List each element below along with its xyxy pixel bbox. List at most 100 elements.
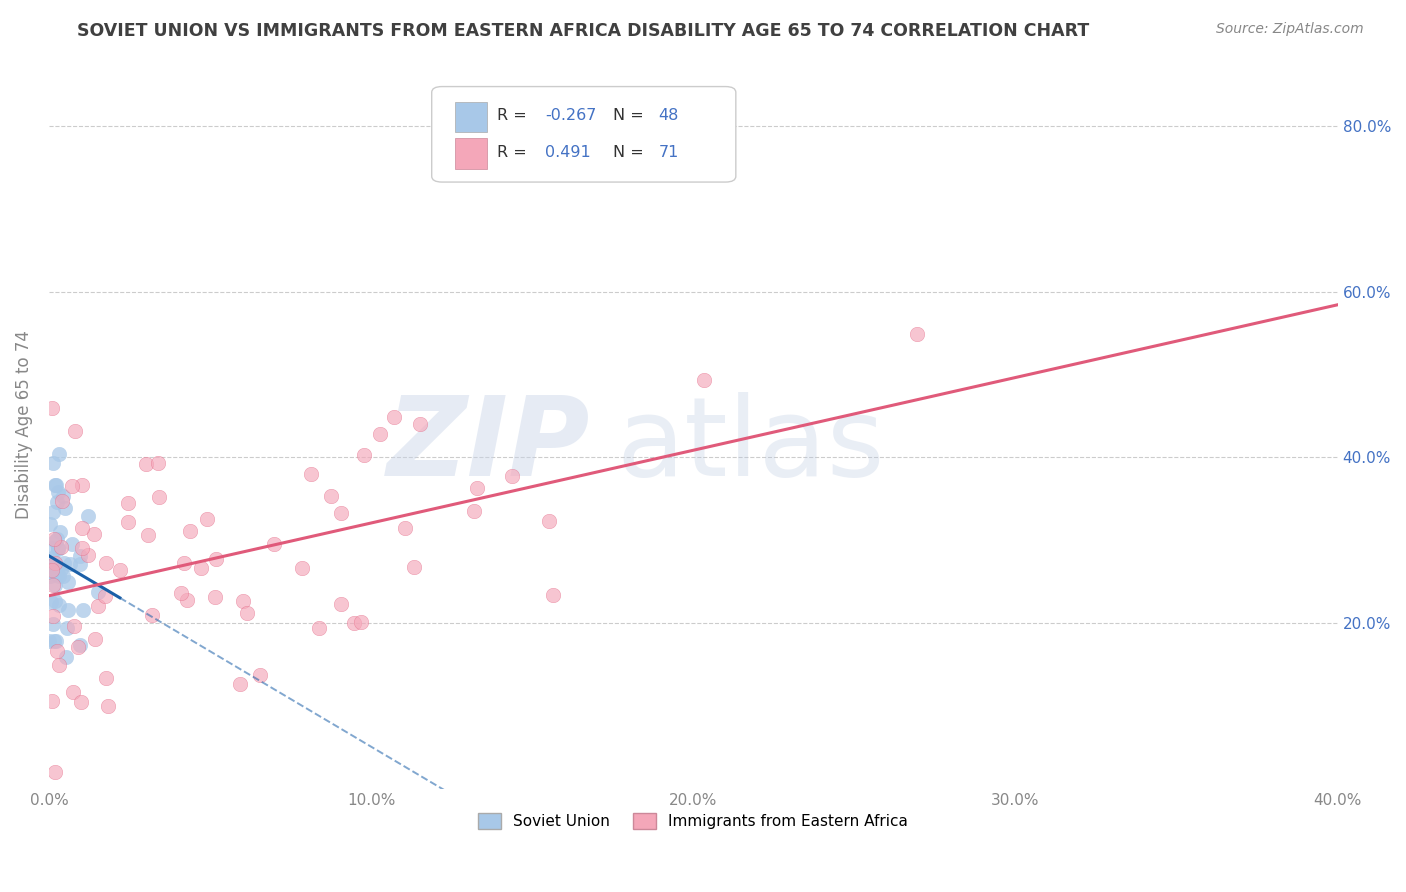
- Point: [228, 677, 250, 691]
- Point: [70, 541, 93, 555]
- Point: [249, 668, 271, 682]
- Point: [87, 585, 110, 599]
- Point: [136, 528, 159, 542]
- Point: [236, 607, 259, 621]
- Point: [48, 447, 70, 461]
- Point: [69, 557, 91, 571]
- Point: [49, 524, 72, 539]
- Point: [70, 521, 93, 535]
- Point: [39, 569, 62, 583]
- Text: 71: 71: [658, 145, 679, 160]
- Point: [170, 586, 193, 600]
- Point: [59, 557, 82, 571]
- Point: [45, 495, 67, 509]
- Point: [70, 695, 93, 709]
- Point: [394, 521, 416, 535]
- Text: N =: N =: [613, 145, 650, 160]
- Point: [44, 594, 66, 608]
- Point: [330, 597, 353, 611]
- Point: [70, 478, 93, 492]
- Point: [330, 506, 353, 520]
- Point: [52, 489, 75, 503]
- Point: [41, 401, 63, 415]
- Text: 48: 48: [658, 108, 679, 123]
- Point: [94, 589, 117, 603]
- Text: N =: N =: [613, 108, 650, 123]
- Point: [117, 496, 139, 510]
- Point: [148, 490, 170, 504]
- Legend: Soviet Union, Immigrants from Eastern Africa: Soviet Union, Immigrants from Eastern Af…: [472, 807, 914, 836]
- Point: [541, 588, 564, 602]
- Point: [368, 426, 391, 441]
- Text: atlas: atlas: [616, 392, 884, 500]
- Point: [49, 562, 72, 576]
- Point: [62, 685, 84, 699]
- Point: [60, 479, 83, 493]
- Text: 0.491: 0.491: [546, 145, 591, 160]
- Point: [41, 566, 63, 580]
- Point: [409, 417, 432, 432]
- Point: [45, 566, 67, 581]
- Point: [42, 609, 65, 624]
- Point: [69, 638, 91, 652]
- Point: [39, 595, 62, 609]
- Text: -0.267: -0.267: [546, 108, 596, 123]
- Point: [173, 556, 195, 570]
- Text: ZIP: ZIP: [387, 392, 591, 500]
- Point: [38, 634, 60, 648]
- Point: [69, 549, 91, 563]
- Point: [135, 457, 157, 471]
- Point: [46, 566, 69, 581]
- Point: [72, 603, 94, 617]
- Point: [110, 563, 132, 577]
- Point: [44, 532, 66, 546]
- Point: [96, 698, 118, 713]
- Point: [62, 536, 84, 550]
- Point: [350, 615, 373, 629]
- Point: [905, 326, 928, 341]
- Point: [49, 540, 72, 554]
- Point: [46, 541, 69, 555]
- Point: [96, 556, 118, 570]
- Point: [42, 616, 65, 631]
- Point: [41, 563, 63, 577]
- Point: [48, 598, 70, 612]
- Point: [44, 534, 66, 549]
- FancyBboxPatch shape: [456, 138, 486, 169]
- Point: [501, 469, 523, 483]
- Point: [63, 425, 86, 439]
- Point: [204, 552, 226, 566]
- Point: [52, 569, 75, 583]
- Point: [41, 694, 63, 708]
- Point: [46, 542, 69, 557]
- Point: [46, 563, 69, 577]
- Point: [190, 561, 212, 575]
- Point: [44, 556, 66, 570]
- Point: [56, 622, 79, 636]
- Point: [51, 494, 73, 508]
- Point: [692, 373, 714, 387]
- Point: [38, 558, 60, 573]
- Point: [76, 509, 98, 524]
- Point: [48, 657, 70, 672]
- Point: [87, 599, 110, 613]
- FancyBboxPatch shape: [432, 87, 735, 182]
- Point: [46, 484, 69, 499]
- FancyBboxPatch shape: [456, 102, 486, 133]
- Point: [538, 514, 561, 528]
- Point: [353, 448, 375, 462]
- Point: [45, 478, 67, 492]
- Point: [308, 621, 330, 635]
- Point: [44, 557, 66, 571]
- Point: [63, 618, 86, 632]
- Point: [321, 489, 343, 503]
- Text: R =: R =: [498, 145, 533, 160]
- Point: [44, 578, 66, 592]
- Point: [263, 537, 285, 551]
- Point: [465, 481, 488, 495]
- Point: [94, 671, 117, 685]
- Point: [176, 593, 198, 607]
- Point: [146, 456, 169, 470]
- Point: [42, 456, 65, 470]
- Point: [42, 634, 65, 648]
